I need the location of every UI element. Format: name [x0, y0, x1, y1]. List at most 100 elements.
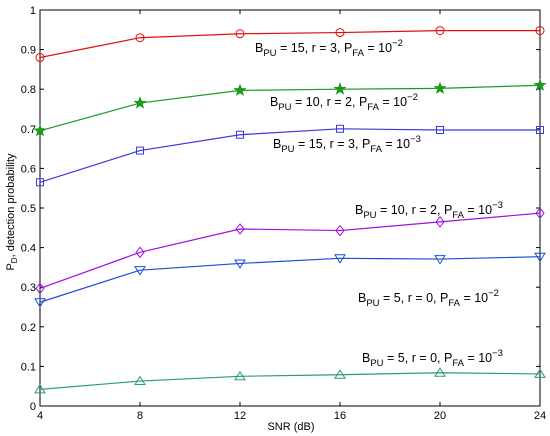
data-point-square [236, 130, 244, 139]
y-tick-label: 0.8 [21, 84, 36, 96]
data-point-triangle-down [434, 255, 446, 265]
annotation-part: −3 [410, 134, 421, 145]
data-point-triangle-down [234, 259, 246, 269]
data-point-diamond [435, 216, 445, 228]
plot-axes: 4 8 12 16 20 24 0 0.1 0.2 0.3 0.4 0.5 0.6 0.7 0.8 0.9 1 [21, 5, 546, 422]
annotation-part: = 5, r = 0, P [384, 351, 453, 365]
data-point-diamond [35, 282, 45, 295]
series-bpu15-r3-pfa1e-2 [35, 26, 545, 63]
annotation-part: PU [281, 144, 294, 155]
y-tick-label: 0 [30, 401, 36, 413]
annotation-part: FA [452, 358, 464, 369]
annotation-part: = 10 [364, 41, 392, 55]
series-line-bpu10-r2-pfa1e-2 [39, 84, 541, 132]
data-point-square [436, 125, 444, 134]
y-tick-label: 0.9 [21, 45, 36, 57]
y-tick-label: 0.6 [21, 163, 36, 175]
annotation-part: B [362, 351, 370, 365]
y-tick-label: 0.5 [21, 203, 36, 215]
data-point-triangle-down [34, 298, 46, 308]
annotation-part: −3 [492, 200, 503, 211]
x-axis-label: SNR (dB) [267, 421, 314, 433]
annotation-part: B [273, 137, 281, 151]
annotation-part: B [355, 203, 363, 217]
data-point-triangle-up [34, 383, 46, 394]
annotation-part: = 10 [460, 291, 488, 305]
annotation-part: FA [370, 144, 382, 155]
annotation-part: B [255, 41, 263, 55]
series-layer [33, 26, 547, 394]
data-point-square [336, 124, 344, 133]
series-line-bpu5-r0-pfa1e-3 [39, 372, 541, 390]
y-tick-label: 0.4 [21, 243, 36, 255]
annotation-part: FA [452, 210, 464, 221]
annotation-part: −3 [492, 348, 503, 359]
y-tick-label: 0.2 [21, 322, 36, 334]
annotation-part: B [270, 95, 278, 109]
data-point-triangle-down [134, 266, 146, 276]
data-point-star [433, 81, 447, 95]
series-annotation-bpu10-r2-pfa1e-3: BPU = 10, r = 2, PFA = 10−3 [355, 200, 503, 221]
annotation-part: −2 [488, 288, 499, 299]
annotation-part: −2 [392, 38, 403, 49]
data-point-circle [435, 26, 445, 36]
annotation-part: = 10 [464, 203, 492, 217]
data-point-circle [35, 53, 45, 63]
data-point-star [333, 82, 347, 95]
annotation-part: = 10, r = 2, P [377, 203, 453, 217]
x-tick-label: 4 [37, 410, 43, 422]
data-point-circle [335, 28, 345, 38]
series-line-bpu5-r0-pfa1e-2 [39, 256, 541, 303]
annotation-part: = 15, r = 3, P [295, 137, 371, 151]
x-tick-label: 24 [534, 410, 546, 422]
data-point-diamond [535, 207, 545, 219]
x-tick-label: 12 [234, 410, 246, 422]
series-line-bpu15-r3-pfa1e-2 [39, 29, 540, 59]
series-bpu10-r2-pfa1e-2 [33, 78, 547, 137]
data-point-star [233, 83, 247, 97]
annotation-part: −2 [407, 92, 418, 103]
series-bpu15-r3-pfa1e-3 [36, 124, 544, 187]
y-tick-label: 1 [30, 5, 36, 17]
data-point-star [33, 123, 47, 137]
data-point-triangle-up [434, 367, 446, 377]
annotation-part: PU [263, 48, 276, 59]
y-tick-label: 0.1 [21, 361, 36, 373]
series-annotation-bpu10-r2-pfa1e-2: BPU = 10, r = 2, PFA = 10−2 [270, 92, 418, 113]
series-annotation-bpu5-r0-pfa1e-3: BPU = 5, r = 0, PFA = 10−3 [362, 348, 503, 369]
annotation-part: = 15, r = 3, P [277, 41, 353, 55]
data-point-circle [235, 29, 245, 39]
y-tick-label: 0.7 [21, 124, 36, 136]
annotation-part: FA [352, 48, 364, 59]
data-point-star [533, 78, 547, 91]
x-tick-label: 20 [434, 410, 446, 422]
data-point-triangle-up [334, 369, 346, 379]
y-axis-label-sub: D [10, 257, 19, 263]
data-point-diamond [235, 223, 245, 235]
series-bpu5-r0-pfa1e-2 [34, 252, 546, 308]
annotation-part: = 10 [379, 95, 407, 109]
annotation-part: = 10 [382, 137, 410, 151]
data-point-triangle-down [334, 254, 346, 264]
data-point-square [36, 178, 44, 187]
annotation-part: PU [370, 358, 383, 369]
y-tick-label: 0.3 [21, 282, 36, 294]
annotation-part: = 10, r = 2, P [292, 95, 368, 109]
annotation-part: = 5, r = 0, P [380, 291, 449, 305]
annotation-part: PU [366, 298, 379, 309]
y-axis-label: PD, detection probability [5, 153, 19, 271]
data-point-diamond [335, 224, 345, 237]
series-bpu10-r2-pfa1e-3 [35, 207, 545, 295]
annotation-part: FA [448, 298, 460, 309]
x-tick-label: 8 [137, 410, 143, 422]
data-point-star [133, 96, 147, 109]
y-axis-label-rest: , detection probability [5, 153, 17, 257]
series-line-bpu10-r2-pfa1e-3 [39, 212, 541, 289]
annotation-part: = 10 [464, 351, 492, 365]
series-bpu5-r0-pfa1e-3 [34, 367, 546, 394]
series-annotation-bpu15-r3-pfa1e-2: BPU = 15, r = 3, PFA = 10−2 [255, 38, 403, 59]
series-annotation-bpu5-r0-pfa1e-2: BPU = 5, r = 0, PFA = 10−2 [358, 288, 499, 309]
data-point-triangle-up [234, 370, 246, 381]
